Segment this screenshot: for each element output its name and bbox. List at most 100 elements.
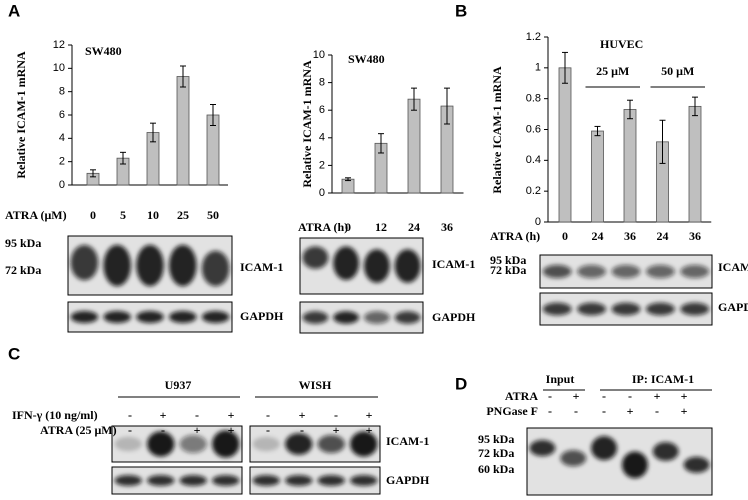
annotation: 50 μM xyxy=(661,64,694,78)
condition-label: IFN-γ (10 ng/ml) xyxy=(12,408,98,422)
sign: - xyxy=(602,389,606,403)
error-bar xyxy=(120,151,126,165)
y-tick-label: 6 xyxy=(319,104,325,116)
sign: - xyxy=(266,408,270,422)
sign: + xyxy=(333,423,340,437)
x-tick-label: 36 xyxy=(441,220,453,234)
band xyxy=(169,244,197,287)
y-tick-label: 0.2 xyxy=(526,185,541,197)
y-axis-label: Relative ICAM-1 mRNA xyxy=(490,66,504,194)
band xyxy=(577,264,607,279)
sign: - xyxy=(128,408,132,422)
band xyxy=(591,436,618,461)
y-tick-label: 0 xyxy=(59,179,65,191)
sign: + xyxy=(573,389,580,403)
blot-label: ICAM-1 xyxy=(718,260,748,274)
band xyxy=(350,431,378,457)
band xyxy=(70,244,99,281)
x-tick-label: 12 xyxy=(375,220,387,234)
band xyxy=(542,302,572,316)
blot-bands xyxy=(542,264,710,279)
band xyxy=(302,246,329,269)
sign: - xyxy=(548,404,552,418)
band xyxy=(333,246,360,280)
chart-title: HUVEC xyxy=(600,37,643,51)
group-label: IP: ICAM-1 xyxy=(632,372,694,386)
blot-bands xyxy=(302,246,421,283)
band xyxy=(114,436,142,452)
bar xyxy=(623,109,637,223)
y-tick-label: 0.6 xyxy=(526,123,541,135)
band xyxy=(317,475,345,486)
sign: - xyxy=(655,404,659,418)
sign: - xyxy=(266,423,270,437)
error-bar xyxy=(180,65,186,88)
bar xyxy=(341,178,355,194)
y-tick-label: 1.2 xyxy=(526,31,541,43)
group-label: U937 xyxy=(165,378,192,392)
sign: - xyxy=(300,423,304,437)
band xyxy=(350,475,378,486)
error-bar xyxy=(411,87,417,111)
band xyxy=(201,311,230,323)
sign: - xyxy=(602,404,606,418)
x-axis-label: ATRA (h) xyxy=(490,229,540,243)
condition-label: ATRA xyxy=(505,389,538,403)
chart-title: SW480 xyxy=(85,44,122,58)
band xyxy=(179,435,207,453)
group-label: Input xyxy=(546,372,575,386)
sign: - xyxy=(128,423,132,437)
band xyxy=(252,436,280,452)
band xyxy=(652,442,679,461)
blot-bands xyxy=(252,475,378,486)
bar xyxy=(407,98,421,194)
band xyxy=(317,435,345,453)
blot-label: ICAM-1 xyxy=(432,257,475,271)
blot-label: GAPDH xyxy=(718,300,748,314)
marker-label: 72 kDa xyxy=(490,263,526,277)
blot-bands xyxy=(542,302,710,316)
y-tick-label: 6 xyxy=(59,109,65,121)
error-bar xyxy=(659,119,666,164)
bar xyxy=(688,105,702,223)
band xyxy=(363,249,390,283)
sign: + xyxy=(228,423,235,437)
marker-label: 72 kDa xyxy=(5,263,41,277)
band xyxy=(114,475,142,486)
annotation: 25 μM xyxy=(596,64,629,78)
error-bar xyxy=(692,96,698,117)
band xyxy=(70,311,99,323)
sign: + xyxy=(228,408,235,422)
sign: + xyxy=(299,408,306,422)
error-bar xyxy=(562,51,568,84)
sign: - xyxy=(548,389,552,403)
y-tick-label: 4 xyxy=(59,132,65,144)
panel-label: C xyxy=(8,344,20,363)
y-tick-label: 8 xyxy=(319,77,325,89)
band xyxy=(529,440,556,457)
y-tick-label: 0.8 xyxy=(526,93,541,105)
sign: - xyxy=(195,408,199,422)
chart-title: SW480 xyxy=(348,52,385,66)
band xyxy=(201,250,230,287)
blot-bands xyxy=(114,430,240,458)
band xyxy=(333,311,360,324)
blot xyxy=(526,427,713,496)
y-axis-label: Relative ICAM-1 mRNA xyxy=(300,60,314,188)
blot-label: GAPDH xyxy=(386,473,430,487)
band xyxy=(680,302,710,316)
blot-label: GAPDH xyxy=(432,310,476,324)
blot-bands xyxy=(302,311,421,324)
error-bar xyxy=(444,87,450,125)
x-tick-label: 0 xyxy=(345,220,351,234)
bar xyxy=(591,130,604,223)
y-tick-label: 10 xyxy=(313,49,325,61)
sign: - xyxy=(161,423,165,437)
band xyxy=(611,302,641,316)
band xyxy=(611,264,641,279)
panel-label: B xyxy=(455,1,467,20)
error-bar xyxy=(594,125,601,137)
y-axis-label: Relative ICAM-1 mRNA xyxy=(14,51,28,179)
band xyxy=(645,302,675,316)
